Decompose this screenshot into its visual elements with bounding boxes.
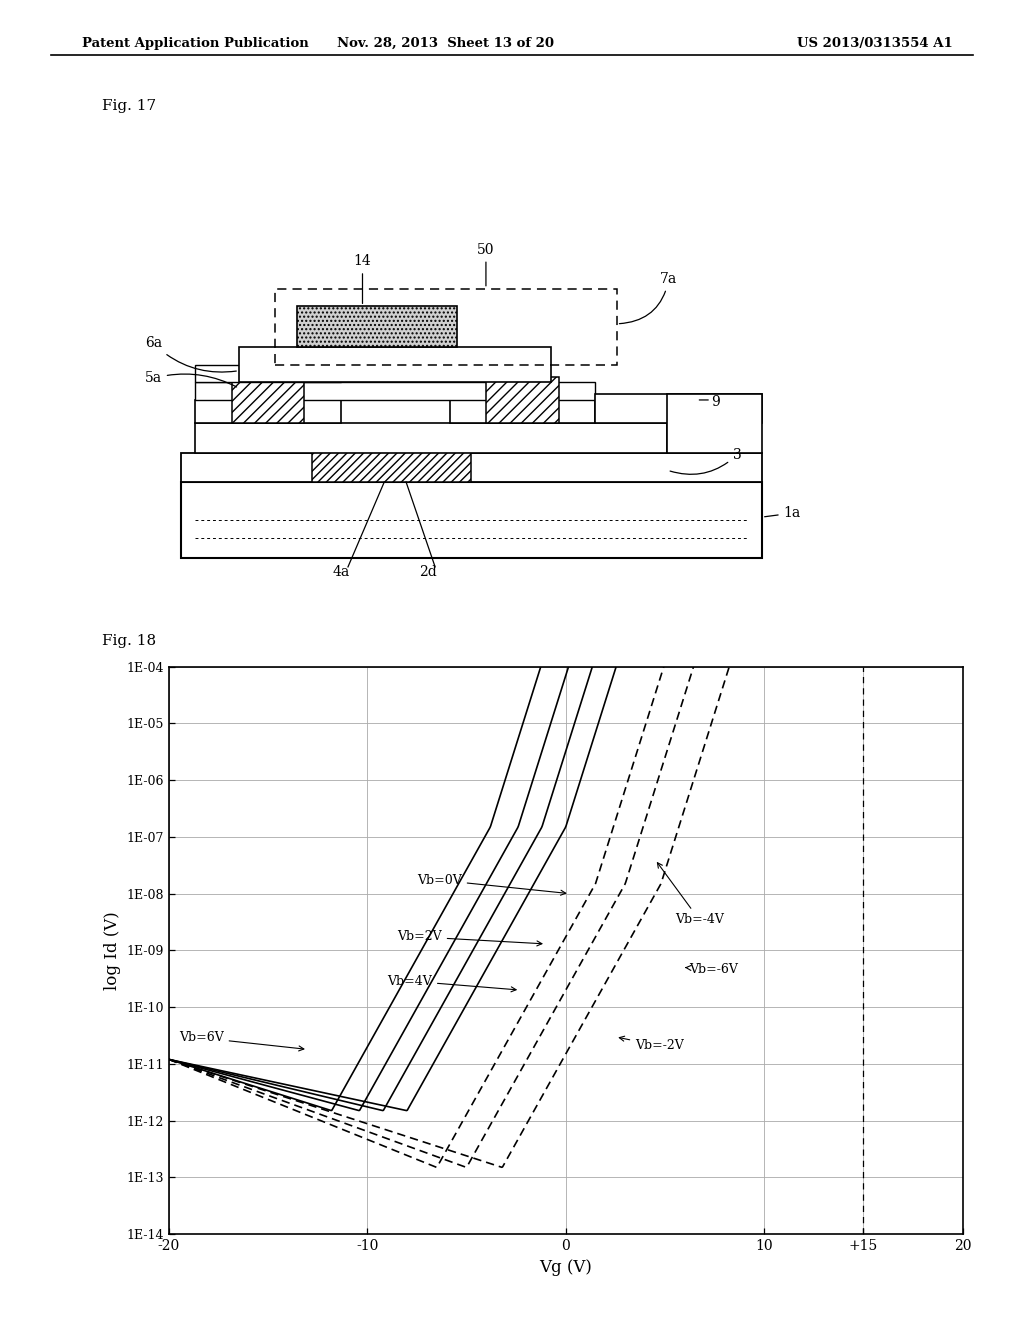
- Bar: [239, 347, 551, 383]
- Bar: [196, 364, 341, 383]
- Text: Vb=6V: Vb=6V: [179, 1031, 304, 1051]
- Text: Patent Application Publication: Patent Application Publication: [82, 37, 308, 50]
- Text: 5a: 5a: [144, 371, 237, 387]
- Text: 6a: 6a: [144, 337, 237, 372]
- Text: Vb=-6V: Vb=-6V: [686, 964, 737, 975]
- Bar: [196, 383, 595, 400]
- Text: 14: 14: [353, 255, 372, 304]
- Bar: [311, 441, 471, 482]
- Text: Vb=2V: Vb=2V: [397, 931, 542, 946]
- X-axis label: Vg (V): Vg (V): [540, 1258, 592, 1275]
- Text: Vb=-2V: Vb=-2V: [620, 1036, 684, 1052]
- Text: Vb=0V: Vb=0V: [417, 874, 565, 895]
- Text: US 2013/0313554 A1: US 2013/0313554 A1: [797, 37, 952, 50]
- Text: 7a: 7a: [620, 272, 678, 323]
- Bar: [196, 400, 341, 424]
- Bar: [275, 289, 616, 364]
- Text: 4a: 4a: [332, 565, 349, 578]
- Text: Vb=4V: Vb=4V: [387, 974, 516, 991]
- Bar: [595, 395, 762, 424]
- Bar: [231, 376, 304, 424]
- Text: 1a: 1a: [765, 506, 801, 520]
- Text: Vb=-4V: Vb=-4V: [657, 863, 724, 927]
- Text: 2d: 2d: [419, 565, 436, 578]
- Text: Fig. 18: Fig. 18: [102, 634, 157, 648]
- Text: Fig. 17: Fig. 17: [102, 99, 157, 114]
- Text: 50: 50: [477, 243, 495, 286]
- Bar: [450, 400, 595, 424]
- Text: 9: 9: [711, 395, 720, 409]
- Bar: [486, 376, 558, 424]
- Bar: [196, 424, 668, 453]
- Bar: [181, 482, 762, 558]
- Y-axis label: log Id (V): log Id (V): [104, 911, 121, 990]
- Bar: [297, 306, 457, 347]
- Text: Nov. 28, 2013  Sheet 13 of 20: Nov. 28, 2013 Sheet 13 of 20: [337, 37, 554, 50]
- Bar: [668, 395, 762, 453]
- Text: 3: 3: [670, 447, 741, 474]
- Bar: [181, 453, 762, 482]
